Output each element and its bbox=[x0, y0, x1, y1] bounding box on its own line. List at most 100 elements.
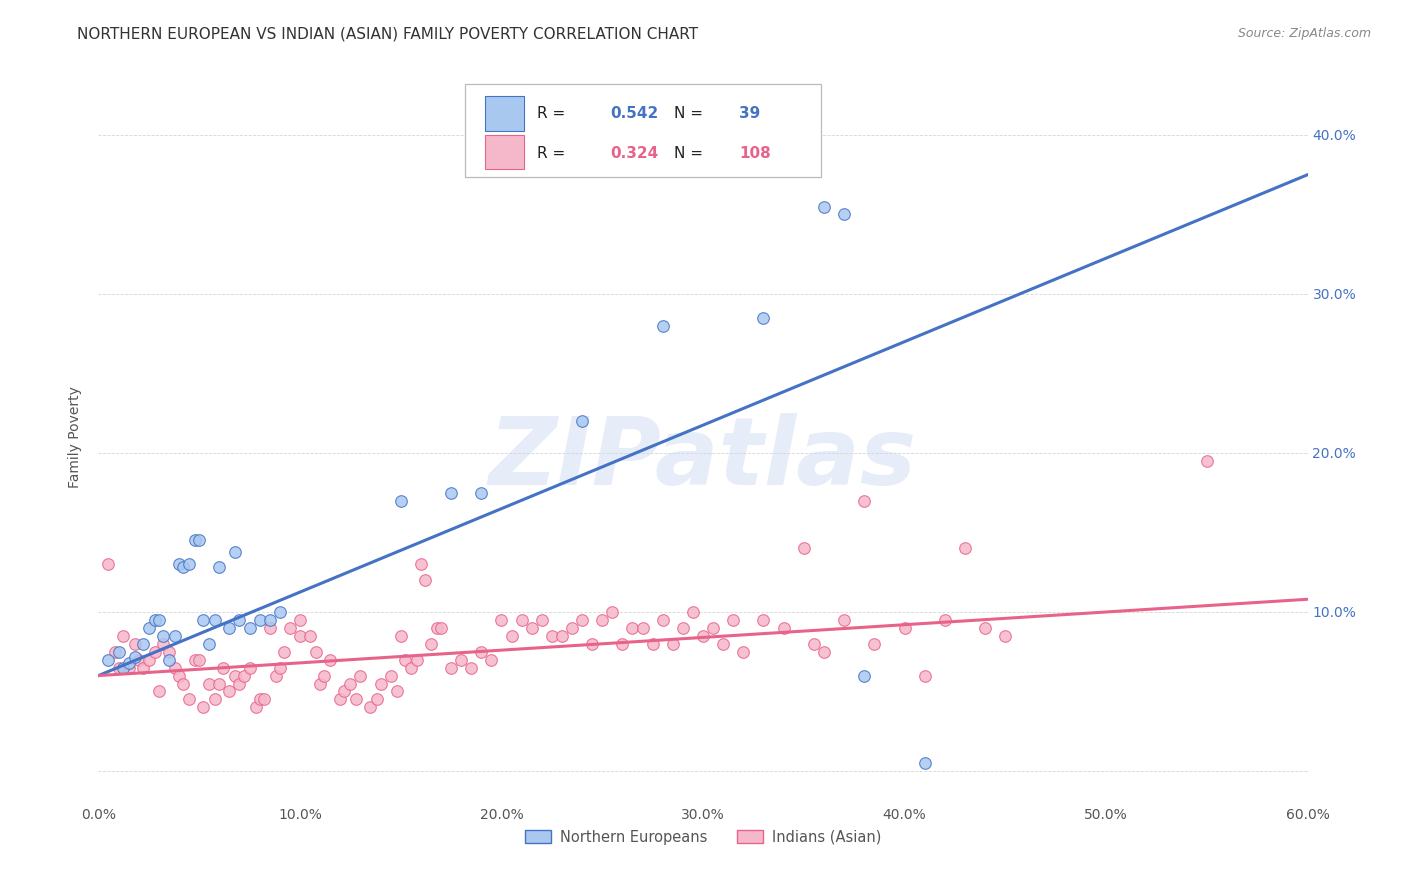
Point bbox=[305, 645, 328, 659]
Point bbox=[672, 621, 695, 635]
Point bbox=[520, 621, 543, 635]
Point bbox=[97, 653, 120, 667]
Point bbox=[157, 645, 180, 659]
Point bbox=[319, 653, 342, 667]
Point bbox=[143, 645, 166, 659]
Text: R =: R = bbox=[537, 146, 565, 161]
Legend: Northern Europeans, Indians (Asian): Northern Europeans, Indians (Asian) bbox=[519, 823, 887, 850]
Point bbox=[349, 668, 371, 682]
FancyBboxPatch shape bbox=[465, 84, 821, 178]
Point bbox=[314, 668, 336, 682]
Point bbox=[426, 621, 449, 635]
Point bbox=[641, 637, 664, 651]
Point bbox=[863, 637, 886, 651]
Point bbox=[591, 613, 613, 627]
Point bbox=[232, 668, 254, 682]
Text: NORTHERN EUROPEAN VS INDIAN (ASIAN) FAMILY POVERTY CORRELATION CHART: NORTHERN EUROPEAN VS INDIAN (ASIAN) FAMI… bbox=[77, 27, 699, 42]
Point bbox=[481, 653, 503, 667]
Point bbox=[752, 310, 775, 325]
Point bbox=[212, 660, 235, 674]
Point bbox=[612, 637, 634, 651]
Point bbox=[172, 560, 194, 574]
Point bbox=[167, 668, 190, 682]
Point bbox=[953, 541, 976, 556]
Point bbox=[399, 660, 422, 674]
Point bbox=[571, 414, 593, 428]
Point bbox=[661, 637, 683, 651]
Point bbox=[530, 613, 553, 627]
Point bbox=[893, 621, 915, 635]
Point bbox=[772, 621, 794, 635]
Point bbox=[193, 613, 215, 627]
Point bbox=[420, 637, 443, 651]
Point bbox=[132, 637, 155, 651]
Point bbox=[571, 613, 593, 627]
Point bbox=[179, 558, 201, 572]
Point bbox=[385, 684, 408, 698]
Point bbox=[253, 692, 276, 706]
Point bbox=[581, 637, 603, 651]
Point bbox=[208, 560, 231, 574]
Text: Source: ZipAtlas.com: Source: ZipAtlas.com bbox=[1237, 27, 1371, 40]
Point bbox=[366, 692, 388, 706]
Point bbox=[152, 637, 174, 651]
Point bbox=[1195, 454, 1218, 468]
Point bbox=[132, 660, 155, 674]
Point bbox=[309, 676, 332, 690]
Text: ZIPatlas: ZIPatlas bbox=[489, 413, 917, 505]
Point bbox=[440, 485, 463, 500]
Point bbox=[510, 613, 533, 627]
Point bbox=[561, 621, 583, 635]
Point bbox=[184, 653, 207, 667]
Point bbox=[389, 493, 412, 508]
Point bbox=[440, 660, 463, 674]
Point bbox=[470, 645, 492, 659]
Point bbox=[832, 613, 855, 627]
Point bbox=[208, 676, 231, 690]
Point bbox=[339, 676, 361, 690]
Point bbox=[107, 645, 129, 659]
Point bbox=[218, 621, 240, 635]
Point bbox=[692, 629, 714, 643]
Point bbox=[602, 605, 624, 619]
Point bbox=[111, 660, 134, 674]
Point bbox=[491, 613, 513, 627]
Point bbox=[389, 629, 412, 643]
Point bbox=[974, 621, 997, 635]
Point bbox=[299, 629, 322, 643]
Point bbox=[793, 541, 815, 556]
Point bbox=[273, 645, 295, 659]
Point bbox=[193, 700, 215, 714]
Bar bbox=[485, 96, 524, 130]
Point bbox=[853, 493, 876, 508]
Text: N =: N = bbox=[673, 106, 703, 120]
Point bbox=[413, 573, 436, 587]
Text: 0.324: 0.324 bbox=[610, 146, 658, 161]
Point bbox=[813, 645, 835, 659]
Point bbox=[179, 692, 201, 706]
Point bbox=[128, 653, 150, 667]
Point bbox=[914, 756, 936, 770]
Point bbox=[450, 653, 472, 667]
Point bbox=[702, 621, 724, 635]
Point bbox=[470, 485, 492, 500]
Point bbox=[278, 621, 301, 635]
Point bbox=[204, 692, 226, 706]
Text: 39: 39 bbox=[740, 106, 761, 120]
Point bbox=[344, 692, 367, 706]
Point bbox=[813, 200, 835, 214]
Point bbox=[249, 692, 271, 706]
Point bbox=[914, 668, 936, 682]
Point bbox=[651, 318, 673, 333]
Point bbox=[163, 629, 186, 643]
Point bbox=[224, 544, 246, 558]
Point bbox=[157, 653, 180, 667]
Point bbox=[631, 621, 654, 635]
Point bbox=[551, 629, 574, 643]
Point bbox=[360, 700, 382, 714]
Text: R =: R = bbox=[537, 106, 565, 120]
Point bbox=[148, 684, 170, 698]
Point bbox=[460, 660, 482, 674]
Point bbox=[111, 629, 134, 643]
Point bbox=[138, 621, 160, 635]
